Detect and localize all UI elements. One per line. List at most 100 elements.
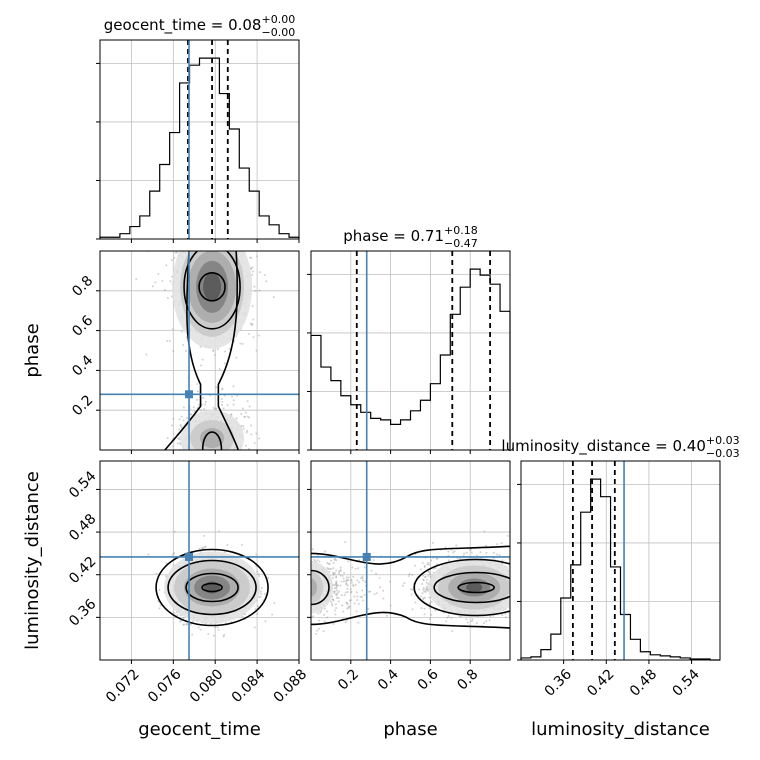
scatter-point	[170, 424, 173, 427]
scatter-point	[411, 608, 414, 611]
scatter-point	[218, 465, 220, 467]
scatter-point	[237, 458, 239, 460]
scatter-point	[482, 621, 485, 624]
scatter-point	[247, 447, 250, 450]
scatter-point	[281, 594, 283, 596]
scatter-point	[198, 468, 200, 470]
scatter-point	[346, 587, 349, 590]
scatter-point	[542, 595, 544, 597]
scatter-point	[280, 581, 282, 583]
scatter-point	[335, 582, 338, 585]
axes-frame	[310, 460, 511, 661]
scatter-point	[300, 585, 302, 587]
scatter-point	[290, 591, 292, 593]
scatter-point	[335, 607, 338, 610]
scatter-point	[511, 559, 513, 561]
scatter-point	[335, 593, 338, 596]
scatter-point	[426, 578, 429, 581]
scatter-point	[246, 475, 248, 477]
scatter-point	[205, 475, 207, 477]
scatter-point	[207, 202, 209, 204]
scatter-point	[236, 452, 238, 454]
scatter-point	[180, 330, 183, 333]
scatter-point	[344, 580, 347, 583]
scatter-point	[191, 633, 194, 636]
scatter-point	[353, 595, 356, 598]
scatter-point	[179, 239, 181, 241]
scatter-point	[190, 477, 192, 479]
scatter-point	[205, 239, 207, 241]
scatter-point	[426, 588, 429, 591]
scatter-point	[228, 459, 230, 461]
histogram-geocent-time: geocent_time = 0.08+0.00−0.00	[96, 13, 300, 240]
scatter-point	[273, 591, 275, 593]
scatter-point	[207, 632, 210, 635]
scatter-point	[221, 464, 223, 466]
scatter-point	[355, 610, 358, 613]
scatter-point	[221, 388, 224, 391]
scatter-point	[241, 407, 244, 410]
y-axis-label: phase	[22, 323, 43, 377]
scatter-point	[452, 551, 455, 554]
scatter-point	[196, 383, 199, 386]
scatter-point	[305, 584, 307, 586]
scatter-point	[447, 615, 450, 618]
scatter-point	[308, 588, 310, 590]
scatter-point	[183, 456, 185, 458]
scatter-point	[212, 406, 215, 409]
scatter-point	[242, 427, 245, 430]
scatter-point	[202, 242, 204, 244]
scatter-point	[269, 591, 271, 593]
scatter-point	[229, 228, 231, 230]
scatter-point	[182, 617, 185, 620]
scatter-point	[256, 612, 259, 615]
scatter-point	[301, 569, 303, 571]
scatter-point	[235, 417, 238, 420]
scatter-point	[288, 590, 290, 592]
title-param: phase	[343, 227, 388, 245]
scatter-point	[515, 609, 517, 611]
scatter-point	[510, 598, 512, 600]
scatter-point	[350, 590, 353, 593]
scatter-point	[345, 619, 348, 622]
scatter-point	[258, 334, 261, 337]
scatter-point	[332, 599, 335, 602]
scatter-point	[224, 224, 226, 226]
x-tick-label: 0.48	[627, 666, 660, 699]
scatter-point	[422, 597, 425, 600]
scatter-point	[335, 585, 338, 588]
scatter-point	[198, 247, 200, 249]
scatter-point	[207, 244, 209, 246]
scatter-point	[411, 573, 414, 576]
scatter-point	[203, 546, 206, 549]
scatter-point	[203, 468, 205, 470]
scatter-point	[198, 403, 201, 406]
scatter-point	[506, 534, 509, 537]
x-tick-label: 0.42	[584, 666, 617, 699]
scatter-point	[305, 587, 307, 589]
scatter-point	[196, 232, 198, 234]
scatter-point	[300, 587, 302, 589]
scatter-point	[231, 453, 233, 455]
scatter-point	[201, 233, 203, 235]
scatter-point	[155, 572, 158, 575]
scatter-point	[215, 386, 218, 389]
scatter-point	[517, 592, 519, 594]
scatter-point	[218, 492, 220, 494]
scatter-point	[418, 588, 421, 591]
scatter-point	[296, 599, 298, 601]
scatter-point	[373, 593, 376, 596]
x-tick-label: 0.080	[187, 666, 227, 706]
scatter-point	[184, 242, 186, 244]
scatter-point	[422, 587, 425, 590]
scatter-point	[324, 550, 327, 553]
scatter-point	[151, 285, 154, 288]
scatter-point	[329, 600, 332, 603]
scatter-point	[319, 611, 322, 614]
scatter-point	[276, 598, 278, 600]
contour-line	[413, 558, 510, 617]
scatter-point	[182, 343, 185, 346]
scatter-point	[523, 605, 525, 607]
scatter-point	[258, 437, 261, 440]
scatter-point	[483, 530, 486, 533]
